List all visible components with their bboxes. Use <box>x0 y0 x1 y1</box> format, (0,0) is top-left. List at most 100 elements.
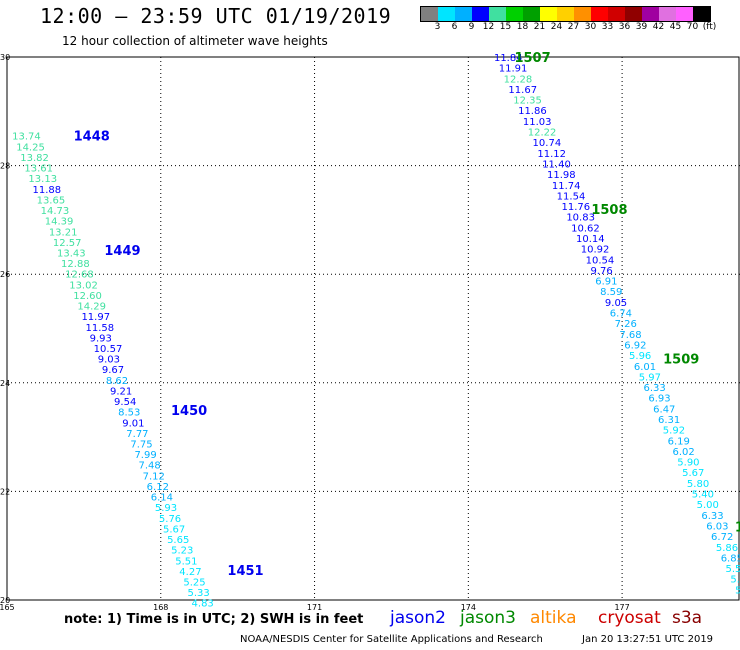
color-swatch <box>540 7 557 21</box>
swh-value-label: 10.62 <box>571 223 600 234</box>
color-swatch <box>591 7 608 21</box>
swh-value-label: 11.03 <box>523 117 552 128</box>
legend-jason2: jason2 <box>390 608 446 628</box>
color-scale-label: 45 <box>669 22 682 32</box>
swh-value-label: 12.28 <box>504 74 533 85</box>
x-tick-label: 165 <box>0 603 15 610</box>
swh-value-label: 5.51 <box>726 564 740 575</box>
swh-value-label: 7.12 <box>143 471 165 482</box>
pass-time-label: 1508 <box>591 203 627 218</box>
y-tick-label: 24 <box>0 379 10 388</box>
swh-value-label: 14.39 <box>45 217 74 228</box>
swh-value-label: 7.77 <box>126 429 148 440</box>
swh-value-label: 5.92 <box>663 426 685 437</box>
swh-value-label: 4.27 <box>179 567 201 578</box>
swh-value-label: 6.02 <box>672 447 694 458</box>
footer-timestamp: Jan 20 13:27:51 UTC 2019 <box>582 634 714 645</box>
color-scale-label: 9 <box>468 22 475 32</box>
color-swatch <box>574 7 591 21</box>
swh-value-label: 6.47 <box>653 404 675 415</box>
swh-value-label: 5.67 <box>163 524 185 535</box>
pass-time-label: 1450 <box>171 404 207 419</box>
swh-value-label: 5.51 <box>175 556 197 567</box>
color-scale-label: 39 <box>635 22 648 32</box>
chart-title: 12:00 – 23:59 UTC 01/19/2019 <box>40 4 392 28</box>
swh-value-label: 7.68 <box>619 330 641 341</box>
color-scale-label: 33 <box>601 22 614 32</box>
swh-value-label: 9.93 <box>90 333 112 344</box>
swh-value-label: 6.33 <box>701 511 723 522</box>
pass-time-label: 1449 <box>104 244 140 259</box>
swh-value-label: 12.60 <box>73 291 102 302</box>
chart-subtitle: 12 hour collection of altimeter wave hei… <box>62 34 328 48</box>
swh-value-label: 11.84 <box>494 53 523 64</box>
pass-time-label: 1509 <box>663 352 699 367</box>
swh-value-label: 6.33 <box>644 383 666 394</box>
swh-value-label: 6.14 <box>151 493 173 504</box>
swh-value-label: 11.54 <box>557 191 586 202</box>
legend-s3a: s3a <box>672 608 703 628</box>
y-tick-label: 28 <box>0 162 10 171</box>
swh-value-label: 11.76 <box>561 202 590 213</box>
color-scale-bar <box>420 6 711 22</box>
color-scale-label: 30 <box>584 22 597 32</box>
swh-value-label: 10.74 <box>533 138 562 149</box>
swh-value-label: 9.05 <box>605 298 627 309</box>
color-scale-label: 3 <box>434 22 441 32</box>
swh-value-label: 5.97 <box>639 372 661 383</box>
swh-value-label: 7.48 <box>139 461 161 472</box>
swh-value-label: 4.83 <box>192 599 214 610</box>
color-scale-label: 70 <box>686 22 699 32</box>
color-scale-label: 21 <box>533 22 546 32</box>
swh-value-label: 5.40 <box>692 490 714 501</box>
swh-value-label: 7.26 <box>615 319 637 330</box>
swh-value-label: 6.92 <box>624 340 646 351</box>
y-tick-label: 26 <box>0 270 10 279</box>
swh-value-label: 6.12 <box>147 482 169 493</box>
color-swatch <box>557 7 574 21</box>
swh-value-label: 7.99 <box>134 450 156 461</box>
swh-value-label: 11.40 <box>542 159 571 170</box>
swh-value-label: 6.93 <box>648 394 670 405</box>
y-tick-label: 30 <box>0 53 10 62</box>
color-swatch <box>676 7 693 21</box>
swh-value-label: 13.21 <box>49 227 78 238</box>
swh-value-label: 14.25 <box>16 142 45 153</box>
color-swatch <box>438 7 455 21</box>
swh-value-label: 9.21 <box>110 386 132 397</box>
swh-value-label: 12.68 <box>65 270 94 281</box>
swh-value-label: 8.62 <box>106 376 128 387</box>
swh-value-label: 13.13 <box>28 174 57 185</box>
color-scale-label: (ft) <box>702 22 717 32</box>
swh-value-label: 12.57 <box>53 238 82 249</box>
legend-altika: altika <box>530 608 577 628</box>
pass-time-label: 1 <box>735 521 740 536</box>
x-tick-label: 171 <box>307 603 322 610</box>
swh-value-label: 10.92 <box>581 245 610 256</box>
y-tick-label: 22 <box>0 487 10 496</box>
color-scale-label: 42 <box>652 22 665 32</box>
swh-value-label: 13.02 <box>69 280 98 291</box>
swh-value-label: 6.74 <box>610 309 632 320</box>
swh-value-label: 10.54 <box>586 255 615 266</box>
swh-value-label: 10.57 <box>94 344 123 355</box>
swh-value-label: 6.19 <box>668 436 690 447</box>
swh-value-label: 14.29 <box>77 302 106 313</box>
swh-value-label: 12.22 <box>528 128 557 139</box>
color-scale-label: 6 <box>451 22 458 32</box>
swh-value-label: 6.91 <box>595 277 617 288</box>
swh-value-label: 5.3 <box>735 585 740 596</box>
swh-value-label: 6.01 <box>634 362 656 373</box>
swh-value-label: 5.80 <box>687 479 709 490</box>
x-tick-label: 177 <box>614 603 629 610</box>
swh-value-label: 13.65 <box>37 195 66 206</box>
swh-value-label: 8.59 <box>600 287 622 298</box>
swh-value-label: 12.35 <box>513 96 542 107</box>
wave-height-plot: 165 168 171 174 17720222426283013.7414.2513.… <box>0 51 740 610</box>
y-tick-label: 20 <box>0 596 10 605</box>
pass-time-label: 1507 <box>514 51 550 66</box>
color-scale-label: 12 <box>482 22 495 32</box>
plot-frame <box>6 56 740 601</box>
color-swatch <box>421 7 438 21</box>
swh-value-label: 13.82 <box>20 153 49 164</box>
